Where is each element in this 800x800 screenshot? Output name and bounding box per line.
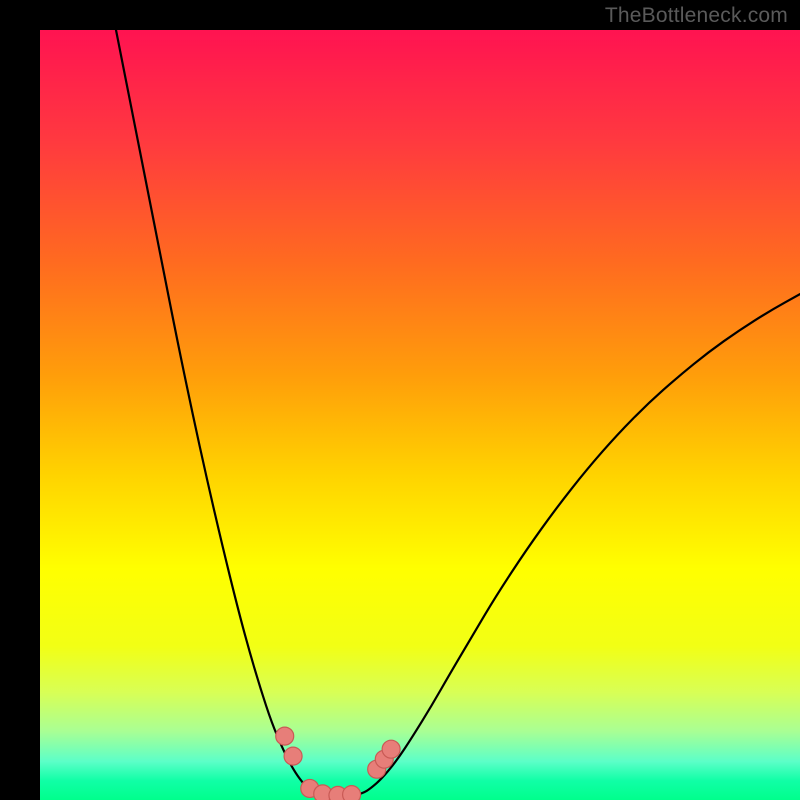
marker-point [276, 727, 294, 745]
marker-point [284, 747, 302, 765]
chart-root: TheBottleneck.com [0, 0, 800, 800]
chart-svg [0, 0, 800, 800]
marker-point [382, 740, 400, 758]
watermark-text: TheBottleneck.com [605, 4, 788, 28]
marker-point [343, 786, 361, 800]
plot-background [40, 30, 800, 800]
